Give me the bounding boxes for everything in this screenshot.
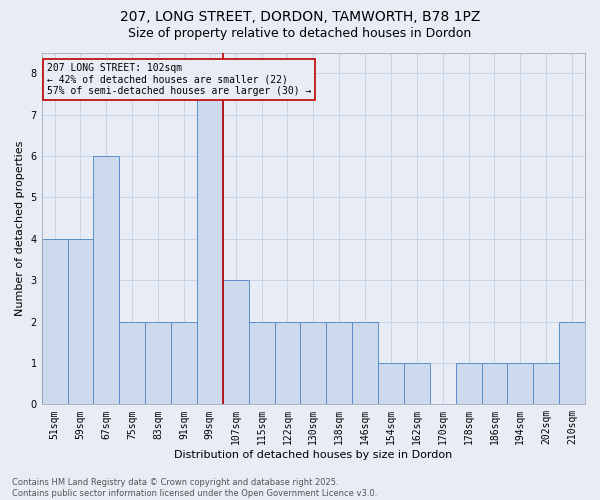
Bar [301,322,326,404]
Bar [455,363,482,405]
Bar [404,363,430,405]
Text: Size of property relative to detached houses in Dordon: Size of property relative to detached ho… [128,28,472,40]
Bar [119,322,145,404]
Bar [68,239,94,404]
Bar [559,322,585,404]
Text: Contains HM Land Registry data © Crown copyright and database right 2025.
Contai: Contains HM Land Registry data © Crown c… [12,478,377,498]
Bar [482,363,508,405]
Bar [326,322,352,404]
Bar [248,322,275,404]
Bar [508,363,533,405]
Bar [533,363,559,405]
Bar [197,73,223,404]
Bar [378,363,404,405]
Bar [94,156,119,404]
X-axis label: Distribution of detached houses by size in Dordon: Distribution of detached houses by size … [174,450,452,460]
Bar [223,280,248,404]
Bar [275,322,301,404]
Y-axis label: Number of detached properties: Number of detached properties [15,140,25,316]
Bar [41,239,68,404]
Bar [352,322,378,404]
Bar [171,322,197,404]
Text: 207, LONG STREET, DORDON, TAMWORTH, B78 1PZ: 207, LONG STREET, DORDON, TAMWORTH, B78 … [120,10,480,24]
Text: 207 LONG STREET: 102sqm
← 42% of detached houses are smaller (22)
57% of semi-de: 207 LONG STREET: 102sqm ← 42% of detache… [47,63,311,96]
Bar [145,322,171,404]
